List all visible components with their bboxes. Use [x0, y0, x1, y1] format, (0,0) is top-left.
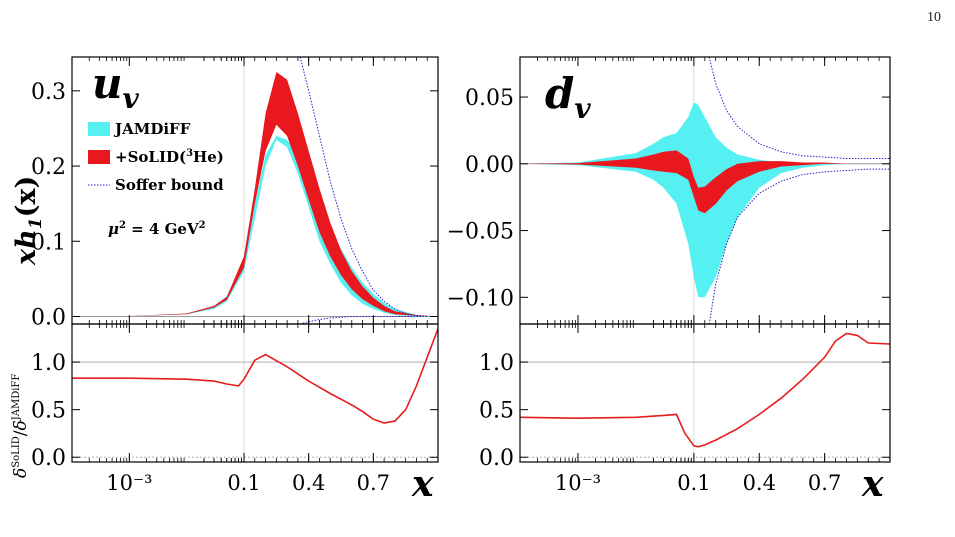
uv-main-plot-area [72, 57, 438, 324]
uv-title-main: u [92, 59, 123, 108]
dv-main-ytick-label: −0.05 [447, 220, 514, 245]
uv-ratio-plot-area [72, 324, 438, 462]
uv-main-soffer-upper [299, 57, 428, 317]
uv-main-ytick-label: 0.0 [31, 305, 66, 330]
dv-ratio-xtick-label: 0.7 [808, 471, 841, 495]
uv-title: uv [92, 59, 140, 115]
dv-ratio-xtick-label: 10⁻³ [555, 471, 601, 495]
dv-main-soffer-lower [708, 168, 890, 324]
uv-ratio-xtick-label: 0.4 [292, 471, 325, 495]
legend-label-solid: +SoLID(3He) [115, 148, 224, 166]
uv-title-sub: v [123, 82, 140, 115]
scale-annotation: μ2 = 4 GeV2 [108, 220, 206, 238]
uv-main-soffer-lower [299, 316, 428, 324]
dv-title-main: d [545, 69, 574, 118]
panel-dv-ratio: 0.0 0.5 1.0 10⁻³ 0.1 0.4 0.7 [479, 323, 891, 495]
panel-uv-ratio: 0.0 0.5 1.0 10⁻³ 0.1 0.4 0.7 [31, 323, 439, 495]
y-label-bottom: δSoLID/δJAMDiFF [11, 374, 31, 478]
dv-main-band-solid [520, 150, 890, 214]
dv-main-soffer-upper [708, 57, 890, 159]
legend-label-soffer: Soffer bound [115, 176, 224, 194]
dv-main-ytick-label: 0.00 [465, 153, 514, 178]
dv-ratio-plot-area [520, 324, 890, 462]
legend-label-jamdiff: JAMDiFF [113, 120, 191, 138]
uv-ratio-ytick-label: 0.5 [31, 399, 66, 424]
dv-ratio-frame [519, 323, 891, 463]
legend-swatch-jamdiff [88, 122, 110, 136]
page-number: 10 [927, 10, 941, 25]
uv-main-ytick-label: 0.2 [31, 155, 66, 180]
uv-ratio-xtick-label: 10⁻³ [106, 471, 152, 495]
panel-dv-main: 0.05 0.00 −0.05 −0.10 [447, 56, 891, 325]
panel-uv-main: 0.0 0.1 0.2 0.3 [31, 56, 439, 330]
uv-ratio-ytick-label: 0.0 [31, 446, 66, 471]
uv-ratio-ytick-label: 1.0 [31, 351, 66, 376]
dv-ratio-ytick-label: 0.0 [479, 446, 514, 471]
dv-title-sub: v [574, 92, 591, 125]
x-label-left: x [411, 463, 434, 505]
y-label-top: xh1(x) [11, 176, 46, 266]
uv-ratio-frame [71, 323, 439, 463]
uv-ratio-xtick-label: 0.1 [227, 471, 260, 495]
uv-main-ytick-label: 0.3 [31, 80, 66, 105]
dv-ratio-ytick-label: 0.5 [479, 399, 514, 424]
legend-swatch-solid [88, 150, 110, 164]
uv-ratio-ratio-line [72, 328, 438, 424]
dv-main-ytick-label: −0.10 [447, 286, 514, 311]
dv-main-ytick-label: 0.05 [465, 86, 514, 111]
uv-main-band-solid [72, 72, 438, 317]
dv-ratio-xtick-label: 0.4 [743, 471, 776, 495]
x-label-right: x [861, 463, 884, 505]
dv-ratio-ytick-label: 1.0 [479, 351, 514, 376]
dv-ratio-xtick-label: 0.1 [677, 471, 710, 495]
dv-ratio-ratio-line [520, 332, 890, 448]
uv-ratio-xtick-label: 0.7 [357, 471, 390, 495]
uv-main-ytick-label: 0.1 [31, 230, 66, 255]
dv-main-plot-area [520, 57, 890, 324]
dv-title: dv [545, 69, 591, 125]
